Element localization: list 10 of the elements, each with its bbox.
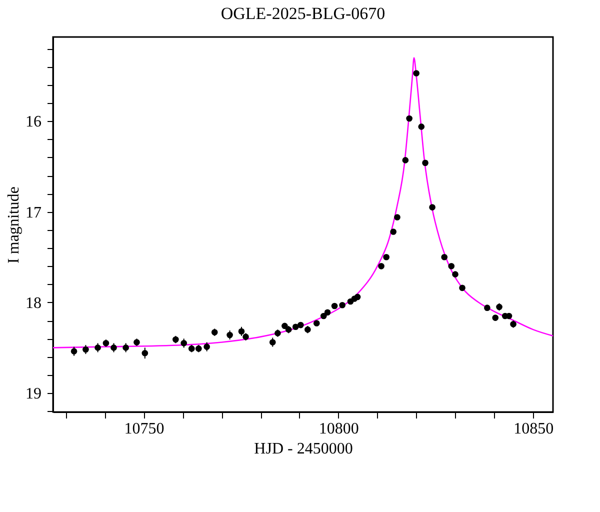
x-axis-title: HJD - 2450000 [254, 440, 353, 458]
y-tick-label: 19 [26, 385, 42, 402]
x-tick-label: 10750 [124, 420, 164, 438]
y-tick-label: 17 [26, 204, 42, 222]
y-axis-title: I magnitude [6, 186, 22, 264]
x-tick-label: 10850 [514, 420, 554, 438]
chart-title: OGLE-2025-BLG-0670 [220, 4, 386, 23]
x-tick-label: 10800 [318, 420, 359, 438]
y-tick-label: 16 [26, 114, 42, 131]
y-tick-label: 18 [26, 294, 42, 312]
